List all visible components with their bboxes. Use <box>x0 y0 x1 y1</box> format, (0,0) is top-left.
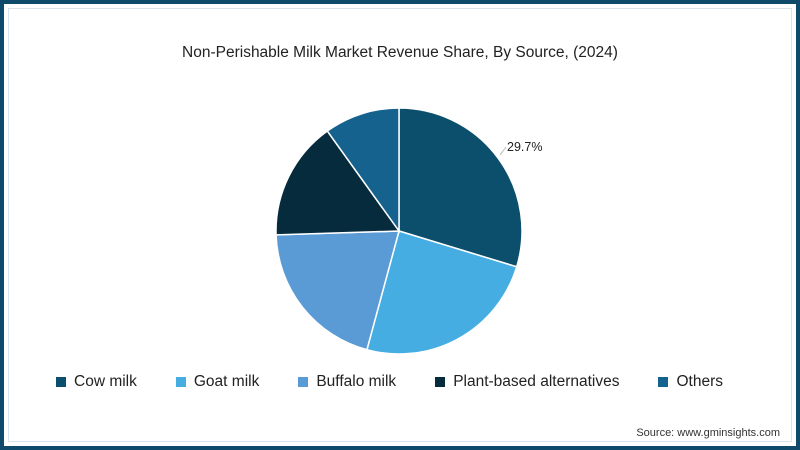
legend-swatch-icon <box>175 377 186 387</box>
legend-item-buffalo-milk: Buffalo milk <box>298 373 396 391</box>
pie-slice-plant-based-alternatives <box>275 129 401 236</box>
pie-slice-others <box>326 107 400 234</box>
legend-swatch-icon <box>298 377 309 387</box>
legend-item-goat-milk: Goat milk <box>175 373 260 391</box>
legend-label: Goat milk <box>193 373 260 390</box>
source-credit: Source: www.gminsights.com <box>636 427 780 439</box>
legend-swatch-icon <box>658 377 669 387</box>
data-label-cow-milk: 29.7% <box>507 140 542 154</box>
pie-slice-buffalo-milk <box>275 230 400 351</box>
legend-swatch-icon <box>435 377 446 387</box>
pie-slice-goat-milk <box>365 230 518 355</box>
legend-label: Buffalo milk <box>316 373 397 390</box>
chart-title: Non-Perishable Milk Market Revenue Share… <box>182 44 618 61</box>
legend-item-plant-based: Plant-based alternatives <box>435 373 619 391</box>
legend-item-cow-milk: Cow milk <box>56 373 137 391</box>
legend-swatch-icon <box>56 377 66 387</box>
data-label-leader-line <box>499 146 507 156</box>
legend: Cow milk Goat milk Buffalo milk Plant-ba… <box>56 373 723 391</box>
legend-label: Plant-based alternatives <box>453 373 620 390</box>
legend-label: Others <box>676 373 723 390</box>
pie-slice-cow-milk <box>398 107 523 268</box>
legend-item-others: Others <box>658 373 723 391</box>
legend-label: Cow milk <box>74 373 137 390</box>
pie-slices <box>275 107 523 355</box>
